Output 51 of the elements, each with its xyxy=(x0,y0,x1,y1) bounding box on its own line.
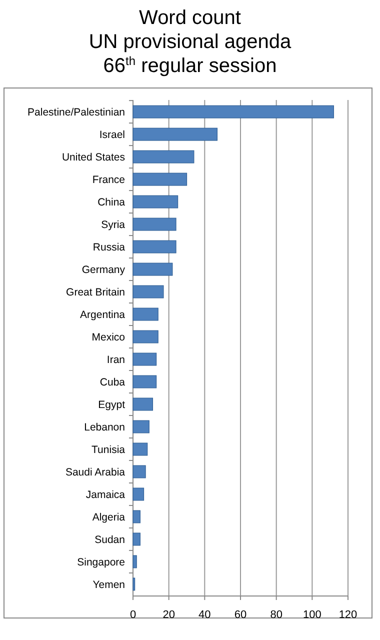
bar xyxy=(132,218,176,231)
bar xyxy=(132,150,194,164)
y-tick-label: Great Britain xyxy=(66,286,126,298)
bar xyxy=(132,240,176,254)
y-tick-label: Germany xyxy=(82,264,126,276)
y-tick-label: Iran xyxy=(106,354,126,366)
bar xyxy=(132,398,154,411)
y-tick-label: Cuba xyxy=(100,376,126,388)
x-tick-label: 20 xyxy=(162,609,175,621)
y-tick-label: Syria xyxy=(101,218,126,231)
y-tick-label: Sudan xyxy=(94,534,126,546)
bar xyxy=(132,442,148,456)
x-tick-label: 0 xyxy=(130,609,136,621)
y-tick-label: Argentina xyxy=(80,308,126,321)
y-tick-label: Algeria xyxy=(92,511,126,524)
bar xyxy=(132,465,146,478)
bar xyxy=(132,262,173,276)
y-tick-label: Lebanon xyxy=(84,421,126,434)
x-tick-label: 120 xyxy=(338,609,358,621)
bar xyxy=(132,375,157,388)
y-tick-label: Russia xyxy=(92,241,126,254)
bar xyxy=(132,172,188,186)
bar xyxy=(132,308,158,321)
y-tick-label: Singapore xyxy=(77,556,126,568)
y-tick-label: United States xyxy=(62,151,125,164)
y-tick-label: France xyxy=(92,174,126,186)
x-tick-label: 80 xyxy=(270,609,282,621)
bar xyxy=(132,285,164,298)
x-tick-label: 60 xyxy=(234,609,247,621)
y-tick-label: Tunisia xyxy=(92,444,126,456)
x-tick-label: 100 xyxy=(302,609,322,621)
x-tick-label: 40 xyxy=(198,609,211,621)
bar xyxy=(132,420,150,434)
bar xyxy=(132,488,144,501)
y-tick-label: Saudi Arabia xyxy=(65,466,126,478)
y-tick-label: Egypt xyxy=(98,398,126,411)
y-tick-label: Palestine/Palestinian xyxy=(28,106,126,118)
bar xyxy=(132,195,178,208)
chart-title: Word count UN provisional agenda 66$^{th}$ regular session xyxy=(88,7,292,77)
bar xyxy=(132,330,158,344)
bar xyxy=(132,555,137,568)
bar xyxy=(132,352,157,366)
y-tick-label: Yemen xyxy=(92,578,126,591)
y-tick-label: Mexico xyxy=(92,331,126,344)
y-tick-label: Jamaica xyxy=(86,488,126,501)
y-tick-label: Israel xyxy=(99,128,125,141)
bar xyxy=(132,510,140,524)
bar xyxy=(132,532,140,546)
bar xyxy=(132,105,334,118)
y-tick-label: China xyxy=(98,196,126,208)
bar xyxy=(132,128,218,141)
